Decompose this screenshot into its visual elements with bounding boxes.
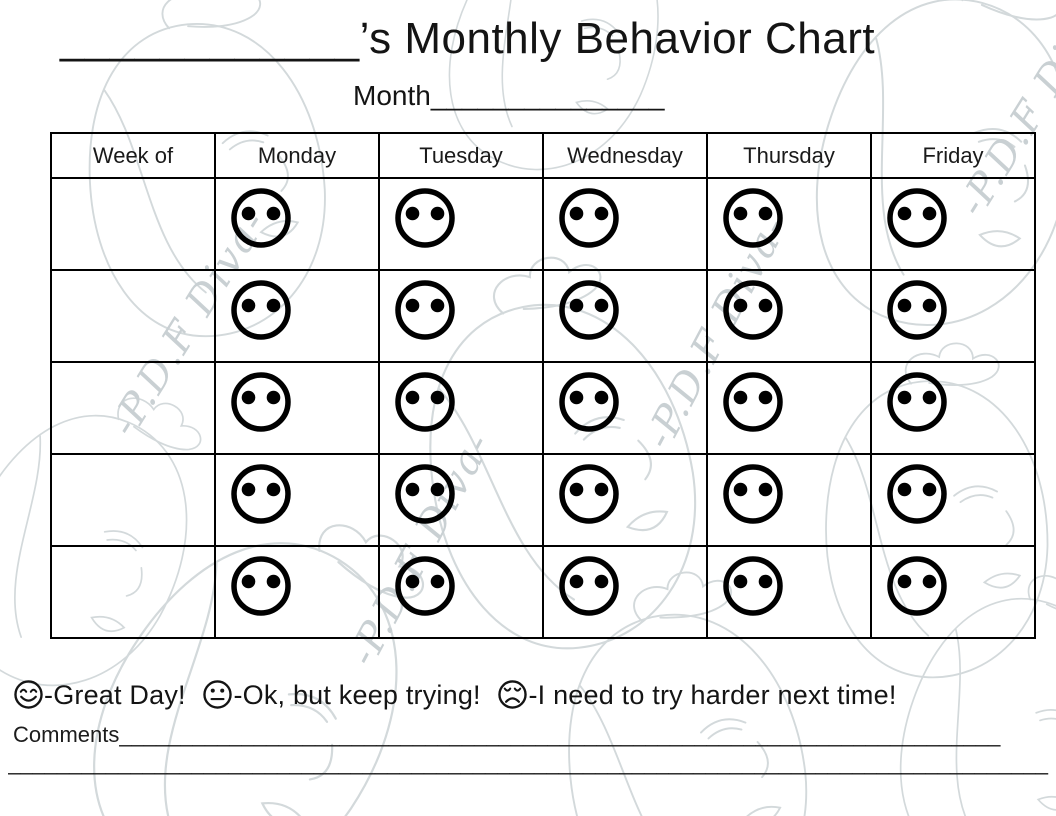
page-title: ____________’s Monthly Behavior Chart bbox=[60, 14, 875, 64]
blank-face-icon bbox=[723, 464, 783, 524]
behavior-table-body bbox=[50, 177, 1036, 639]
blank-face-icon bbox=[723, 280, 783, 340]
header-wednesday: Wednesday bbox=[542, 132, 708, 179]
name-blank-line: ____________ bbox=[60, 14, 360, 63]
day-cell bbox=[706, 361, 872, 455]
month-line: Month_______________ bbox=[353, 80, 664, 112]
blank-face-icon bbox=[231, 556, 291, 616]
day-cell bbox=[706, 545, 872, 639]
day-cell bbox=[378, 545, 544, 639]
day-cell bbox=[542, 545, 708, 639]
header-monday: Monday bbox=[214, 132, 380, 179]
table-row bbox=[50, 269, 1036, 363]
happy-face-icon bbox=[14, 680, 43, 709]
neutral-face-icon bbox=[203, 680, 233, 709]
day-cell bbox=[214, 453, 380, 547]
header-tuesday: Tuesday bbox=[378, 132, 544, 179]
blank-face-icon bbox=[723, 556, 783, 616]
day-cell bbox=[542, 361, 708, 455]
behavior-table-header: Week of Monday Tuesday Wednesday Thursda… bbox=[50, 132, 1036, 179]
behavior-table: Week of Monday Tuesday Wednesday Thursda… bbox=[50, 132, 1036, 639]
week-of-cell bbox=[50, 361, 216, 455]
blank-face-icon bbox=[559, 464, 619, 524]
blank-face-icon bbox=[723, 188, 783, 248]
day-cell bbox=[214, 545, 380, 639]
day-cell bbox=[542, 453, 708, 547]
week-of-cell bbox=[50, 269, 216, 363]
sad-face-icon bbox=[498, 680, 528, 709]
day-cell bbox=[870, 453, 1036, 547]
comments-blank-line-2: ________________________________________… bbox=[8, 750, 1049, 775]
header-friday: Friday bbox=[870, 132, 1036, 179]
comments-label: Comments bbox=[13, 722, 120, 747]
blank-face-icon bbox=[231, 372, 291, 432]
blank-face-icon bbox=[887, 280, 947, 340]
header-thursday: Thursday bbox=[706, 132, 872, 179]
day-cell bbox=[870, 177, 1036, 271]
blank-face-icon bbox=[559, 556, 619, 616]
legend-text-great: -Great Day! bbox=[44, 680, 186, 710]
comments-blank-line: ________________________________________… bbox=[119, 722, 1001, 747]
legend-text-harder: -I need to try harder next time! bbox=[528, 680, 897, 710]
blank-face-icon bbox=[395, 556, 455, 616]
day-cell bbox=[378, 177, 544, 271]
day-cell bbox=[870, 545, 1036, 639]
header-week-of: Week of bbox=[50, 132, 216, 179]
blank-face-icon bbox=[887, 188, 947, 248]
comments-line: Comments________________________________… bbox=[13, 722, 1048, 748]
day-cell bbox=[214, 361, 380, 455]
day-cell bbox=[214, 177, 380, 271]
day-cell bbox=[542, 177, 708, 271]
day-cell bbox=[870, 361, 1036, 455]
blank-face-icon bbox=[231, 464, 291, 524]
day-cell bbox=[542, 269, 708, 363]
blank-face-icon bbox=[723, 372, 783, 432]
blank-face-icon bbox=[395, 280, 455, 340]
blank-face-icon bbox=[559, 280, 619, 340]
blank-face-icon bbox=[559, 188, 619, 248]
blank-face-icon bbox=[559, 372, 619, 432]
month-blank-line: _______________ bbox=[430, 80, 665, 111]
blank-face-icon bbox=[231, 280, 291, 340]
day-cell bbox=[706, 177, 872, 271]
blank-face-icon bbox=[395, 372, 455, 432]
blank-face-icon bbox=[395, 188, 455, 248]
day-cell bbox=[870, 269, 1036, 363]
blank-face-icon bbox=[887, 556, 947, 616]
day-cell bbox=[214, 269, 380, 363]
table-row bbox=[50, 177, 1036, 271]
day-cell bbox=[706, 453, 872, 547]
blank-face-icon bbox=[395, 464, 455, 524]
week-of-cell bbox=[50, 177, 216, 271]
blank-face-icon bbox=[887, 372, 947, 432]
table-row bbox=[50, 453, 1036, 547]
page-title-text: ’s Monthly Behavior Chart bbox=[359, 14, 876, 63]
day-cell bbox=[706, 269, 872, 363]
day-cell bbox=[378, 453, 544, 547]
month-label: Month bbox=[353, 80, 431, 111]
table-row bbox=[50, 545, 1036, 639]
week-of-cell bbox=[50, 545, 216, 639]
day-cell bbox=[378, 269, 544, 363]
blank-face-icon bbox=[231, 188, 291, 248]
week-of-cell bbox=[50, 453, 216, 547]
day-cell bbox=[378, 361, 544, 455]
blank-face-icon bbox=[887, 464, 947, 524]
legend-line: -Great Day! -Ok, but keep trying! -I nee… bbox=[13, 679, 899, 711]
legend-text-ok: -Ok, but keep trying! bbox=[233, 680, 481, 710]
table-row bbox=[50, 361, 1036, 455]
